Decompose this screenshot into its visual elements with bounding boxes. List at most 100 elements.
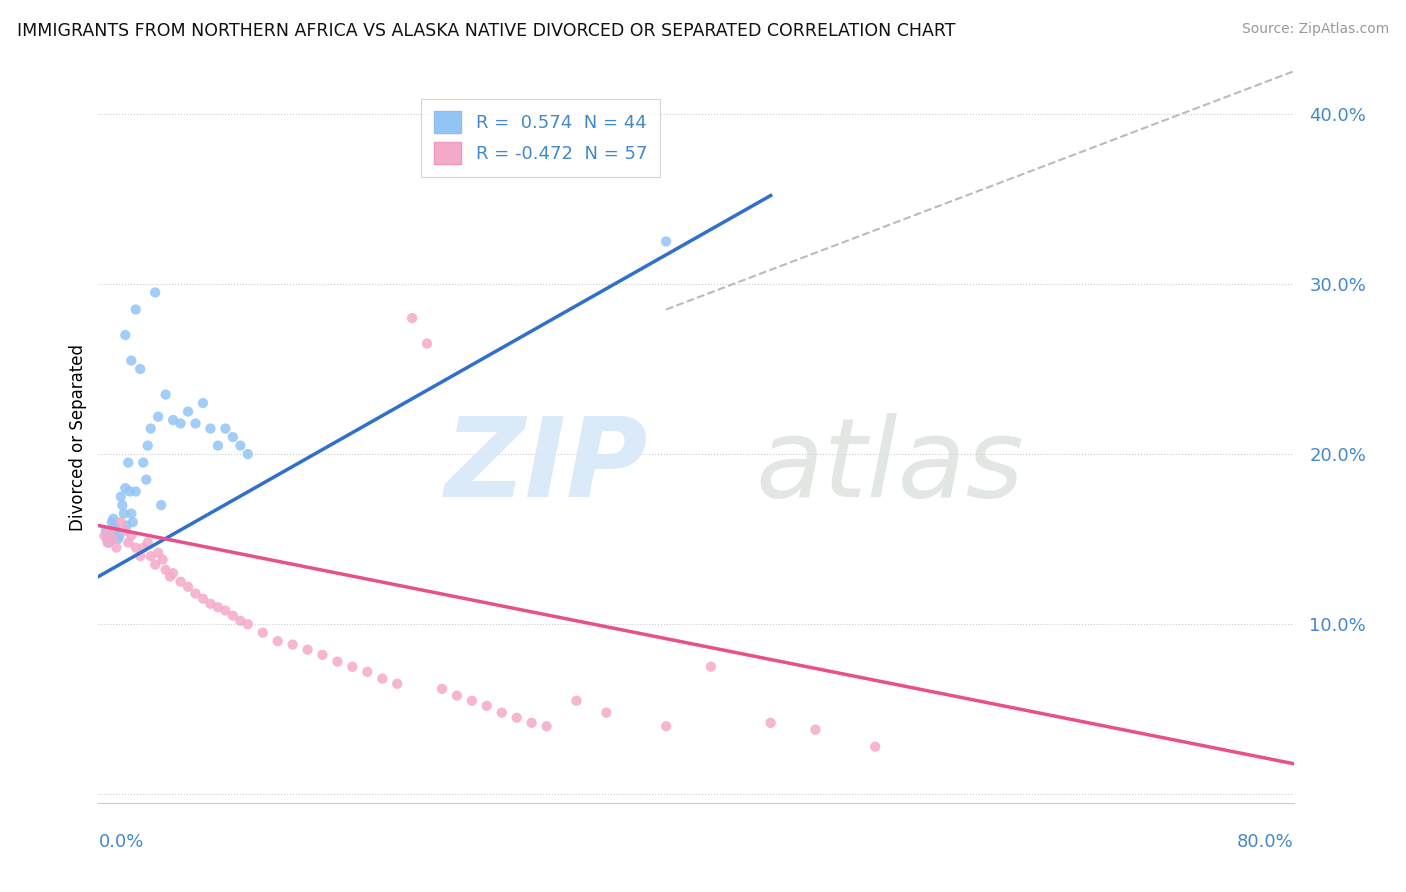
Point bbox=[191, 396, 214, 410]
Point bbox=[96, 532, 118, 546]
Point bbox=[207, 439, 229, 453]
Point bbox=[94, 524, 117, 538]
Point bbox=[103, 512, 125, 526]
Point bbox=[136, 535, 159, 549]
Point bbox=[120, 353, 142, 368]
Point bbox=[139, 549, 162, 563]
Point bbox=[536, 719, 558, 733]
Point bbox=[152, 552, 174, 566]
Point bbox=[191, 591, 214, 606]
Point bbox=[98, 524, 122, 538]
Point bbox=[356, 665, 378, 679]
Point bbox=[110, 490, 132, 504]
Point bbox=[114, 481, 136, 495]
Point bbox=[214, 604, 236, 618]
Point bbox=[129, 362, 152, 376]
Point bbox=[136, 439, 159, 453]
Point bbox=[155, 563, 177, 577]
Point bbox=[125, 484, 148, 499]
Point bbox=[865, 739, 887, 754]
Point bbox=[97, 535, 120, 549]
Point bbox=[700, 659, 723, 673]
Point bbox=[169, 417, 191, 431]
Point bbox=[117, 456, 139, 470]
Point bbox=[297, 642, 319, 657]
Point bbox=[236, 447, 259, 461]
Point bbox=[162, 566, 184, 581]
Point bbox=[129, 549, 152, 563]
Point bbox=[252, 625, 274, 640]
Point bbox=[110, 515, 132, 529]
Point bbox=[162, 413, 184, 427]
Point bbox=[491, 706, 513, 720]
Point bbox=[105, 541, 128, 555]
Point bbox=[103, 532, 125, 546]
Point bbox=[132, 541, 155, 555]
Point bbox=[96, 535, 118, 549]
Text: IMMIGRANTS FROM NORTHERN AFRICA VS ALASKA NATIVE DIVORCED OR SEPARATED CORRELATI: IMMIGRANTS FROM NORTHERN AFRICA VS ALASK… bbox=[17, 22, 955, 40]
Point bbox=[114, 524, 136, 538]
Point bbox=[461, 694, 484, 708]
Point bbox=[655, 235, 678, 249]
Text: 0.0%: 0.0% bbox=[98, 833, 143, 852]
Point bbox=[430, 681, 453, 696]
Point bbox=[135, 473, 157, 487]
Point bbox=[148, 409, 170, 424]
Point bbox=[446, 689, 468, 703]
Point bbox=[200, 597, 222, 611]
Text: Source: ZipAtlas.com: Source: ZipAtlas.com bbox=[1241, 22, 1389, 37]
Point bbox=[120, 529, 142, 543]
Point bbox=[520, 715, 543, 730]
Point bbox=[506, 711, 529, 725]
Point bbox=[143, 558, 166, 572]
Point bbox=[114, 328, 136, 343]
Point bbox=[267, 634, 290, 648]
Point bbox=[177, 404, 200, 418]
Point bbox=[118, 484, 141, 499]
Point bbox=[132, 456, 155, 470]
Point bbox=[184, 586, 207, 600]
Point bbox=[342, 659, 364, 673]
Point bbox=[595, 706, 617, 720]
Point bbox=[222, 430, 245, 444]
Point bbox=[159, 569, 181, 583]
Point bbox=[655, 719, 678, 733]
Point bbox=[115, 518, 138, 533]
Point bbox=[229, 614, 252, 628]
Point bbox=[125, 541, 148, 555]
Point bbox=[169, 574, 191, 589]
Point bbox=[222, 608, 245, 623]
Point bbox=[236, 617, 259, 632]
Point bbox=[112, 507, 135, 521]
Point bbox=[121, 515, 143, 529]
Point bbox=[101, 515, 124, 529]
Point bbox=[804, 723, 827, 737]
Point bbox=[416, 336, 439, 351]
Point bbox=[311, 648, 333, 662]
Text: 80.0%: 80.0% bbox=[1237, 833, 1294, 852]
Point bbox=[214, 421, 236, 435]
Point bbox=[229, 439, 252, 453]
Point bbox=[108, 529, 131, 543]
Point bbox=[401, 311, 423, 326]
Point bbox=[385, 677, 409, 691]
Point bbox=[155, 387, 177, 401]
Point bbox=[107, 532, 129, 546]
Point bbox=[200, 421, 222, 435]
Point bbox=[148, 546, 170, 560]
Point bbox=[759, 715, 782, 730]
Point bbox=[104, 518, 127, 533]
Point bbox=[177, 580, 200, 594]
Point bbox=[184, 417, 207, 431]
Point bbox=[93, 529, 115, 543]
Point bbox=[281, 638, 304, 652]
Point bbox=[117, 535, 139, 549]
Point bbox=[98, 527, 122, 541]
Point bbox=[565, 694, 588, 708]
Text: ZIP: ZIP bbox=[444, 413, 648, 520]
Point bbox=[371, 672, 394, 686]
Point bbox=[150, 498, 173, 512]
Point bbox=[125, 302, 148, 317]
Text: atlas: atlas bbox=[756, 413, 1025, 520]
Point bbox=[120, 507, 142, 521]
